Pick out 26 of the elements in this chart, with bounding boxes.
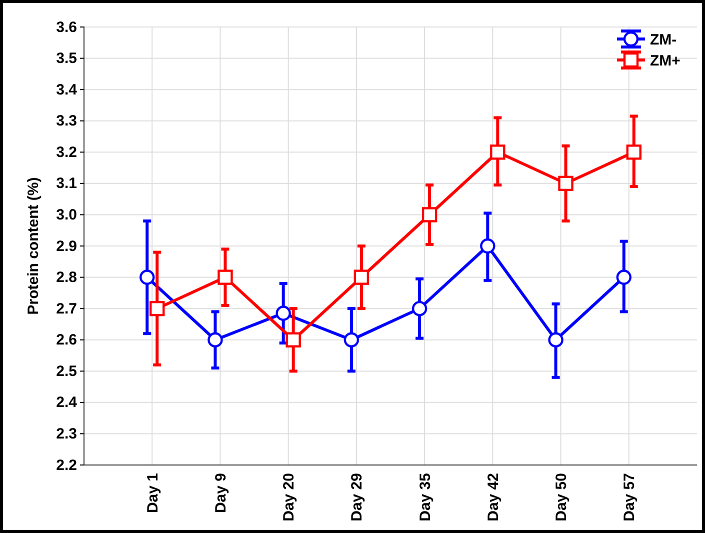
x-tick-label: Day 57 bbox=[621, 473, 638, 522]
y-tick-label: 2.3 bbox=[56, 426, 77, 443]
y-tick-label: 2.9 bbox=[56, 238, 77, 255]
y-tick-label: 3.4 bbox=[56, 81, 78, 98]
y-tick-label: 2.6 bbox=[56, 332, 77, 349]
y-tick-label: 2.4 bbox=[56, 394, 78, 412]
y-tick-label: 2.5 bbox=[56, 362, 77, 380]
y-tick-label: 3.2 bbox=[56, 144, 77, 161]
y-tick-label: 3.6 bbox=[56, 18, 77, 36]
x-tick-label: Day 1 bbox=[144, 473, 162, 514]
y-tick-label: 3.3 bbox=[56, 112, 77, 130]
y-tick-label: 2.2 bbox=[56, 456, 77, 474]
x-tick-label: Day 29 bbox=[348, 473, 366, 522]
y-tick-label: 3.1 bbox=[56, 175, 77, 192]
x-tick-label: Day 42 bbox=[484, 473, 502, 522]
legend-label: ZM- bbox=[650, 31, 677, 48]
legend-label: ZM+ bbox=[650, 52, 681, 70]
y-tick-label: 3.0 bbox=[56, 206, 77, 224]
y-tick-label: 2.7 bbox=[56, 300, 77, 318]
y-axis-title: Protein content (%) bbox=[25, 177, 42, 315]
x-tick-label: Day 20 bbox=[280, 473, 298, 522]
y-tick-label: 3.5 bbox=[56, 50, 77, 68]
x-tick-label: Day 9 bbox=[212, 473, 230, 514]
x-tick-label: Day 35 bbox=[416, 473, 434, 522]
x-tick-label: Day 50 bbox=[553, 473, 570, 522]
y-tick-label: 2.8 bbox=[56, 269, 77, 286]
